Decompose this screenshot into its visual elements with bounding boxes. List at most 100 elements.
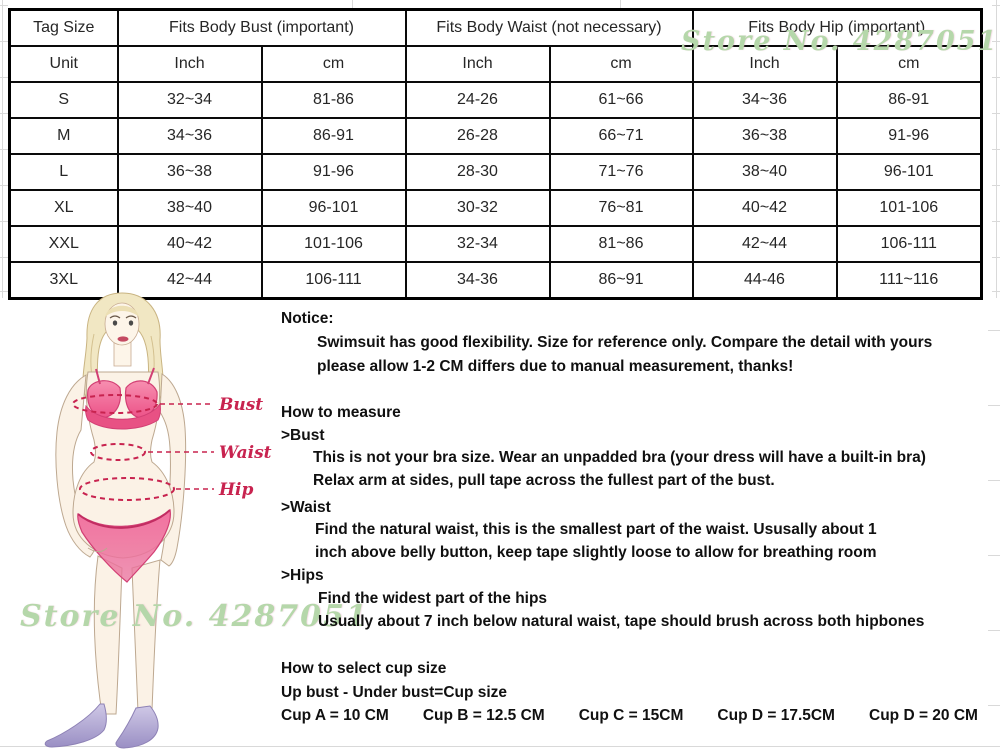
figure-right-leg — [131, 559, 161, 713]
gridline — [988, 330, 1000, 331]
bust-measure-ellipse — [72, 394, 158, 414]
bust-instruction-line: Relax arm at sides, pull tape across the… — [313, 472, 775, 489]
gridline — [0, 77, 8, 78]
store-watermark-top: Store No. 4287051 — [681, 26, 999, 57]
value-cell: 91-96 — [260, 153, 407, 191]
value-cell: 86~91 — [548, 261, 694, 300]
gridline — [0, 5, 8, 6]
value-cell: 38~40 — [116, 189, 263, 227]
hips-instruction-line: Usually about 7 inch below natural waist… — [318, 613, 925, 630]
waist-instruction-line: Find the natural waist, this is the smal… — [315, 521, 877, 538]
value-cell: 36~38 — [691, 117, 838, 155]
value-cell: 28-30 — [404, 153, 551, 191]
cup-entry: Cup A = 10 CM — [281, 707, 389, 724]
value-cell: 81-86 — [260, 81, 407, 119]
figure-left-arm — [55, 374, 96, 558]
gridline — [988, 555, 1000, 556]
gridline — [352, 0, 353, 8]
gridline — [988, 630, 1000, 631]
store-watermark-bottom: Store No. 4287051 — [20, 599, 369, 634]
gridline — [988, 705, 1000, 706]
notice-title: Notice: — [281, 310, 334, 327]
unit-cell: cm — [835, 45, 983, 83]
size-cell: 3XL — [8, 261, 119, 300]
gridline — [0, 113, 8, 114]
bikini-top-left-cup — [87, 380, 122, 419]
notice-line: Swimsuit has good flexibility. Size for … — [317, 334, 933, 351]
unit-cell: cm — [260, 45, 407, 83]
size-row: XXL 40~42 101-106 32-34 81~86 42~44 106-111 — [8, 225, 983, 263]
value-cell: 40~42 — [691, 189, 838, 227]
value-cell: 101-106 — [835, 189, 983, 227]
value-cell: 42~44 — [691, 225, 838, 263]
gridline — [0, 41, 8, 42]
bust-section-label: >Bust — [281, 427, 325, 444]
bikini-bottom — [77, 508, 171, 583]
value-cell: 34~36 — [116, 117, 263, 155]
value-cell: 38~40 — [691, 153, 838, 191]
size-cell: XL — [8, 189, 119, 227]
gridline — [0, 185, 8, 186]
gridline — [0, 149, 8, 150]
size-row: L 36~38 91-96 28-30 71~76 38~40 96-101 — [8, 153, 983, 191]
group-header: Fits Body Hip (important) — [691, 8, 983, 47]
size-chart-table: Tag Size Fits Body Bust (important) Fits B… — [8, 8, 983, 300]
notice-line: please allow 1-2 CM differs due to manua… — [317, 358, 794, 375]
figure-lips — [117, 336, 129, 342]
value-cell: 101-106 — [260, 225, 407, 263]
unit-header: Unit — [8, 45, 119, 83]
hip-label: Hip — [218, 480, 254, 500]
size-row: S 32~34 81-86 24-26 61~66 34~36 86-91 — [8, 81, 983, 119]
gridline — [0, 221, 8, 222]
value-cell: 24-26 — [404, 81, 551, 119]
value-cell: 91-96 — [835, 117, 983, 155]
bikini-top-band — [85, 402, 161, 430]
hips-section-label: >Hips — [281, 567, 324, 584]
value-cell: 32-34 — [404, 225, 551, 263]
bust-instruction-line: This is not your bra size. Wear an unpad… — [313, 449, 926, 466]
size-table-container: Tag Size Fits Body Bust (important) Fits B… — [8, 8, 983, 300]
value-cell: 76~81 — [548, 189, 694, 227]
gridline — [0, 291, 8, 292]
value-cell: 111~116 — [835, 261, 983, 300]
figure-right-arm — [159, 373, 187, 567]
value-cell: 66~71 — [548, 117, 694, 155]
waist-label: Waist — [219, 443, 272, 463]
tag-size-header: Tag Size — [8, 8, 119, 47]
gridline — [620, 0, 621, 8]
unit-cell: Inch — [691, 45, 838, 83]
size-row: XL 38~40 96-101 30-32 76~81 40~42 101-106 — [8, 189, 983, 227]
size-cell: XXL — [8, 225, 119, 263]
size-row: M 34~36 86-91 26-28 66~71 36~38 91-96 — [8, 117, 983, 155]
waist-measure-ellipse — [90, 443, 146, 461]
size-cell: S — [8, 81, 119, 119]
hips-instruction-line: Find the widest part of the hips — [318, 590, 548, 607]
gridline — [988, 405, 1000, 406]
value-cell: 26-28 — [404, 117, 551, 155]
value-cell: 34~36 — [691, 81, 838, 119]
value-cell: 96-101 — [260, 189, 407, 227]
gridline — [2, 0, 3, 298]
size-cell: L — [8, 153, 119, 191]
gridline — [0, 257, 8, 258]
cup-entry: Cup D = 17.5CM — [717, 707, 835, 724]
value-cell: 106-111 — [260, 261, 407, 300]
figure-left-leg — [93, 555, 123, 715]
cup-entry: Cup C = 15CM — [578, 707, 684, 724]
cup-entry: Cup D = 20 CM — [869, 707, 978, 724]
unit-cell: Inch — [404, 45, 551, 83]
figure-face — [104, 302, 140, 346]
value-cell: 106-111 — [835, 225, 983, 263]
how-to-measure-title: How to measure — [281, 404, 401, 421]
value-cell: 36~38 — [116, 153, 263, 191]
gridline — [996, 0, 997, 298]
figure-right-shoe — [115, 705, 159, 749]
value-cell: 40~42 — [116, 225, 263, 263]
cup-size-formula: Up bust - Under bust=Cup size — [281, 684, 508, 701]
gridline — [0, 746, 1000, 747]
group-header: Fits Body Bust (important) — [116, 8, 407, 47]
value-cell: 96-101 — [835, 153, 983, 191]
unit-cell: cm — [548, 45, 694, 83]
unit-cell: Inch — [116, 45, 263, 83]
